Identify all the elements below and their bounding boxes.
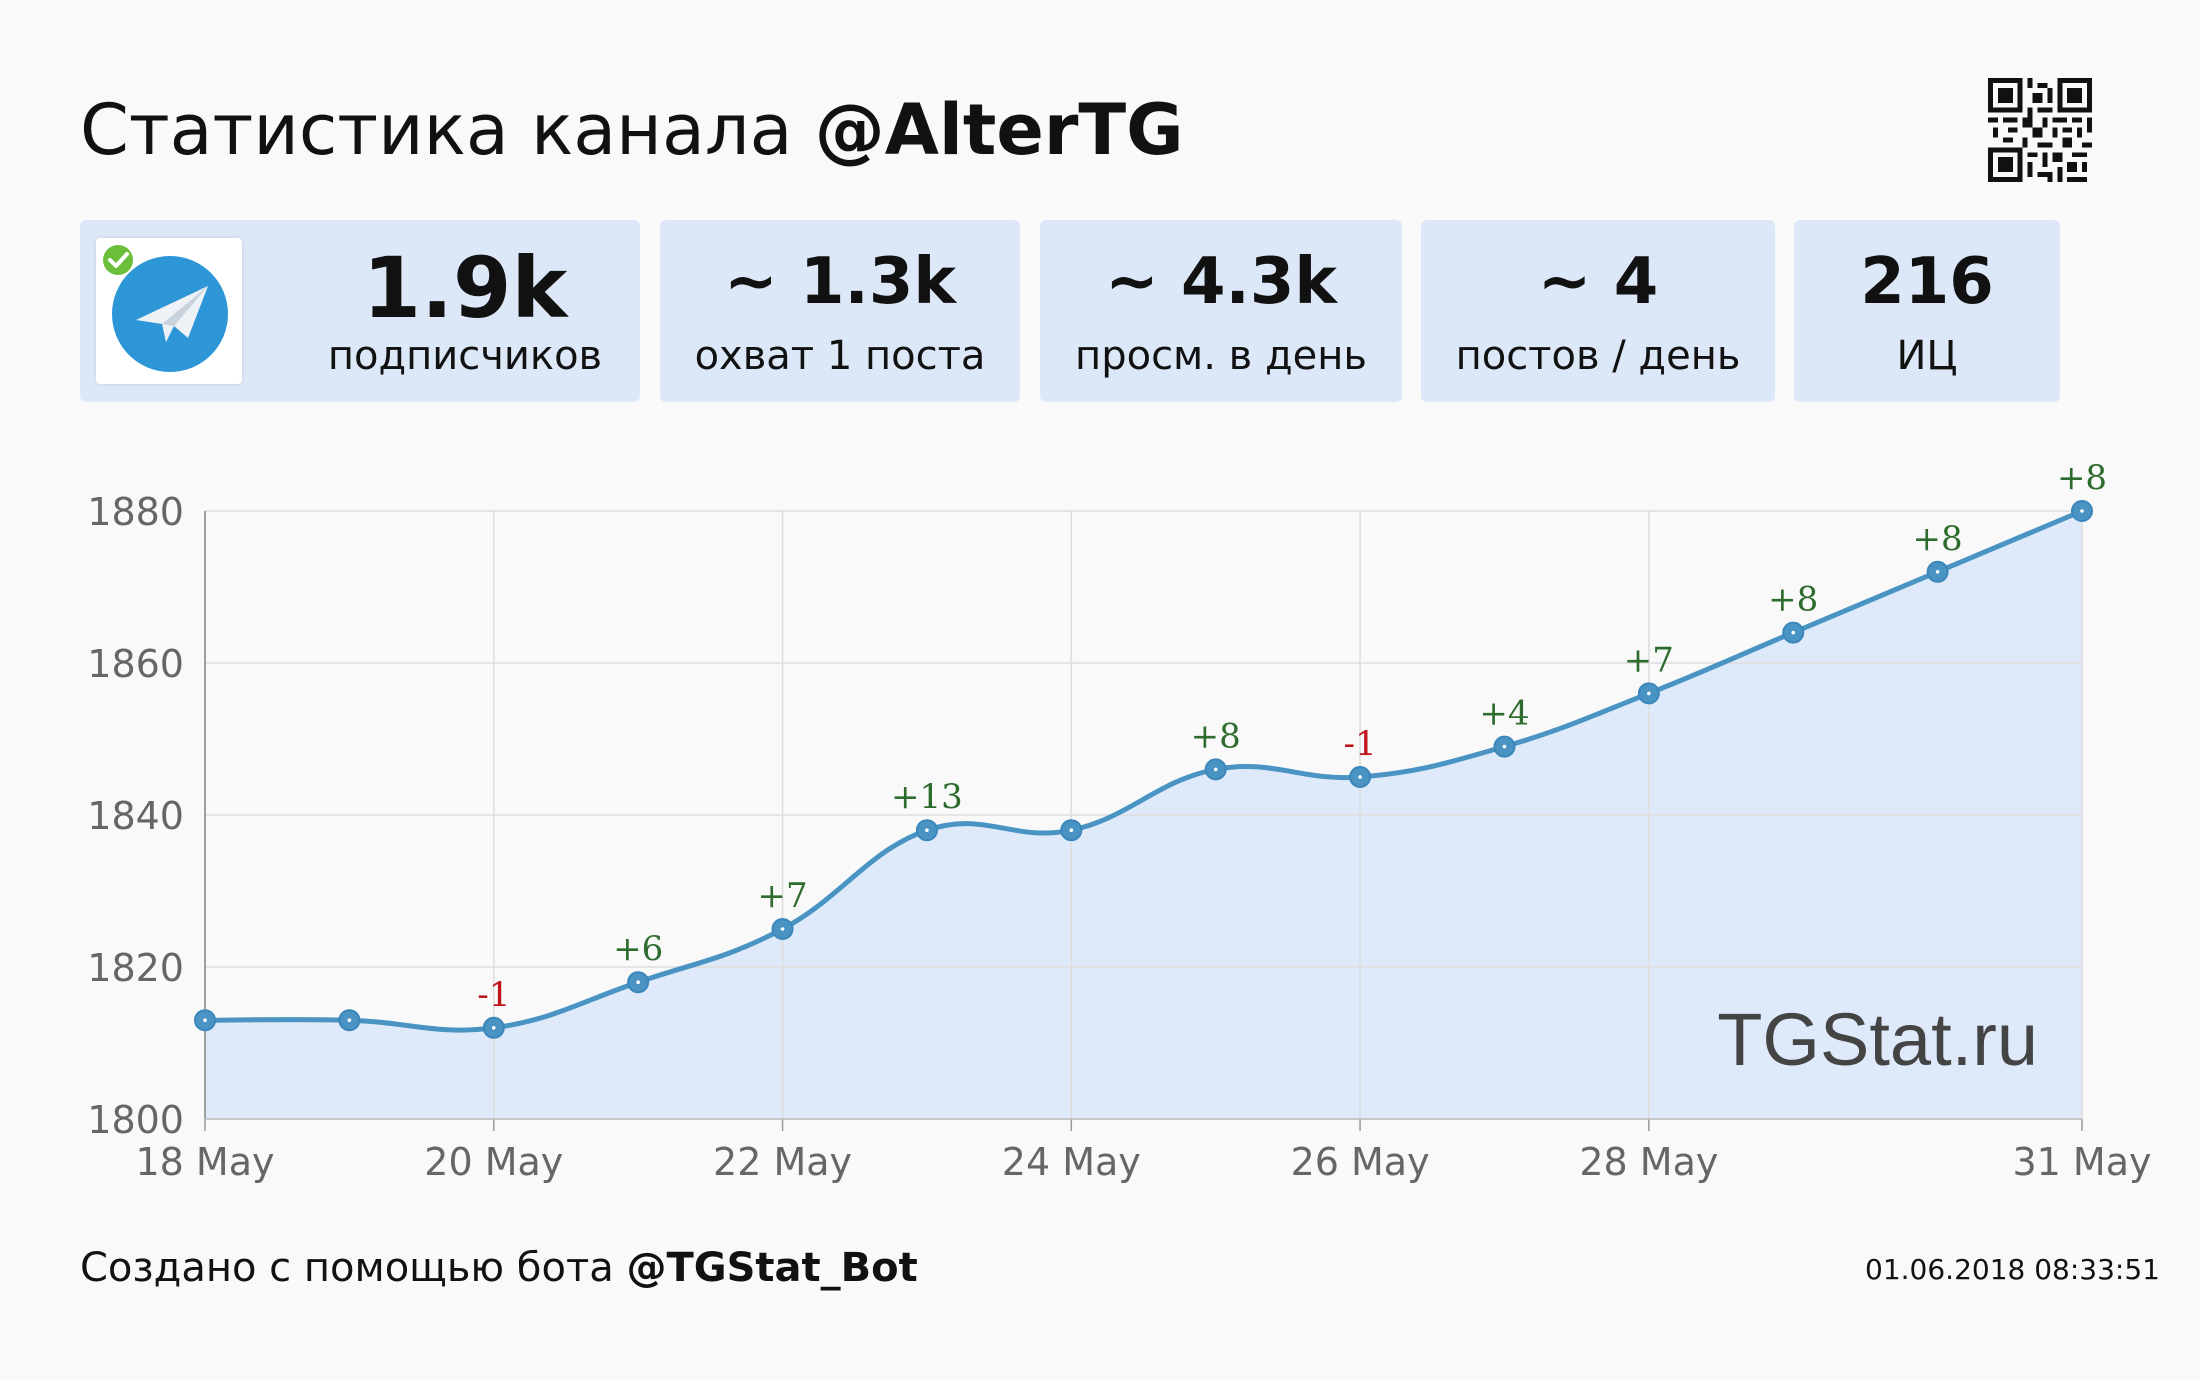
data-label: +13	[891, 777, 963, 817]
daily-views-label: просм. в день	[1075, 333, 1367, 379]
data-label: +8	[1191, 716, 1241, 756]
data-point-center	[780, 927, 785, 931]
x-tick-label: 28 May	[1579, 1140, 1718, 1184]
channel-handle: @AlterTG	[814, 89, 1184, 171]
posts-per-day-value: ~ 4	[1537, 245, 1659, 319]
title-prefix: Статистика канала	[80, 89, 815, 171]
posts-per-day-card: ~ 4 постов / день	[1421, 220, 1775, 402]
data-label: -1	[477, 975, 510, 1015]
qr-code-icon	[1988, 78, 2092, 182]
x-tick-label: 24 May	[1002, 1140, 1141, 1184]
reach-label: охват 1 поста	[694, 333, 986, 379]
generated-timestamp: 01.06.2018 08:33:51	[1865, 1253, 2160, 1286]
subscribers-card: 1.9k подписчиков	[80, 220, 640, 402]
series-line	[204, 508, 2083, 1033]
data-point-center	[347, 1018, 352, 1022]
x-tick-label: 18 May	[136, 1140, 275, 1184]
reach-value: ~ 1.3k	[724, 245, 956, 319]
data-label: +8	[1913, 519, 1963, 559]
subscribers-chart: 1800 1820 1840 1860 1880 18 May 20 May 22 May 24…	[87, 458, 2152, 1184]
x-tick-label: 31 May	[2013, 1140, 2152, 1184]
data-point-center	[1935, 570, 1940, 574]
posts-per-day-label: постов / день	[1455, 333, 1741, 379]
data-point-center	[491, 1026, 496, 1030]
data-label: +8	[1768, 580, 1818, 620]
daily-views-card: ~ 4.3k просм. в день	[1040, 220, 1402, 402]
subscribers-value: 1.9k	[362, 239, 568, 337]
data-point-center	[1791, 630, 1796, 635]
y-tick-label: 1860	[87, 642, 184, 686]
page-title: Статистика канала @AlterTG	[80, 82, 1184, 178]
x-tick-label: 26 May	[1291, 1140, 1430, 1184]
data-label: +7	[1624, 640, 1674, 680]
y-tick-label: 1840	[87, 794, 184, 838]
data-point-center	[636, 980, 640, 984]
paper-plane-jet-icon	[112, 256, 228, 372]
y-tick-label: 1880	[87, 490, 184, 534]
verified-badge-icon	[103, 245, 133, 275]
bot-handle[interactable]: @TGStat_Bot	[626, 1245, 918, 1291]
daily-views-value: ~ 4.3k	[1105, 245, 1337, 319]
y-tick-label: 1820	[87, 946, 184, 990]
footer-credit: Создано с помощью бота @TGStat_Bot	[80, 1240, 918, 1296]
footer-prefix: Создано с помощью бота	[80, 1245, 627, 1291]
citation-index-label: ИЦ	[1896, 333, 1958, 379]
data-label: +4	[1479, 694, 1529, 734]
data-point-center	[1213, 767, 1218, 772]
data-label: +7	[757, 876, 807, 916]
data-point-center	[1358, 775, 1362, 779]
data-label: +8	[2057, 458, 2107, 498]
data-point-center	[1502, 744, 1507, 749]
citation-index-value: 216	[1860, 245, 1994, 319]
data-point-center	[2080, 509, 2084, 513]
data-point-center	[1069, 828, 1074, 832]
data-point-center	[1647, 691, 1651, 696]
x-tick-label: 22 May	[713, 1140, 852, 1184]
data-label: +6	[613, 929, 663, 969]
data-point-center	[203, 1018, 207, 1022]
reach-card: ~ 1.3k охват 1 поста	[660, 220, 1020, 402]
data-label: -1	[1344, 724, 1377, 764]
data-point-center	[925, 828, 929, 832]
watermark: TGStat.ru	[1717, 998, 2038, 1081]
subscribers-label: подписчиков	[327, 333, 603, 379]
x-tick-label: 20 May	[424, 1140, 563, 1184]
channel-avatar	[96, 238, 242, 384]
citation-index-card: 216 ИЦ	[1794, 220, 2060, 402]
y-tick-label: 1800	[87, 1098, 184, 1142]
